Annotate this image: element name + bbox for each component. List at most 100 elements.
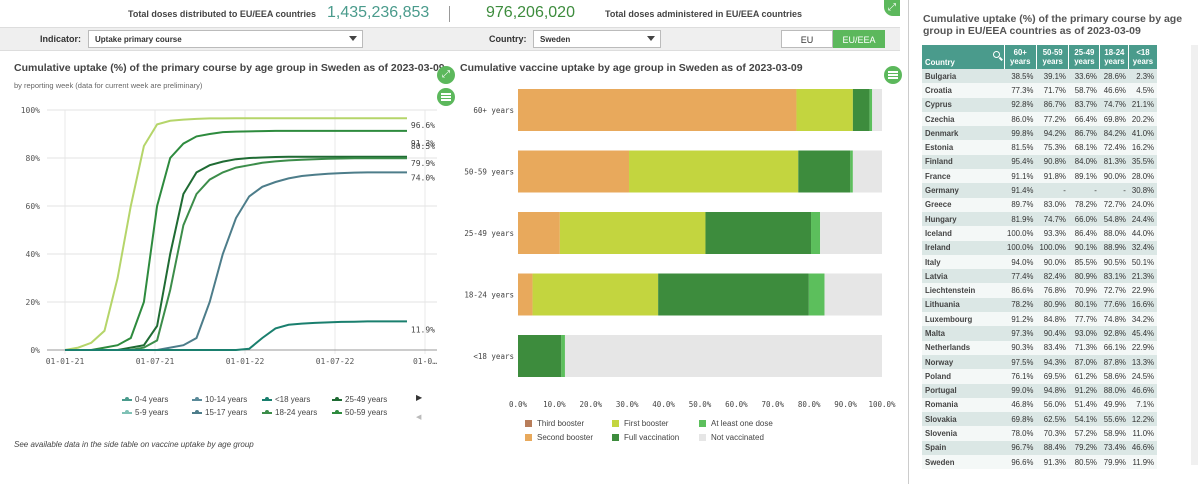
value-cell: 83.1% (1099, 269, 1129, 284)
value-cell: 22.9% (1128, 283, 1158, 298)
end-value-label: 96.6% (411, 121, 435, 130)
value-cell: 4.5% (1128, 83, 1158, 98)
bar-category-label: 18-24 years (464, 291, 514, 300)
legend-next-arrow-icon[interactable]: ▶ (416, 393, 423, 402)
table-row: Germany 91.4% - - -30.8% (922, 183, 1158, 198)
value-cell: 78.0% (1004, 426, 1037, 441)
value-cell: 78.2% (1068, 197, 1100, 212)
table-scrollbar[interactable] (1191, 45, 1198, 465)
value-cell: 71.7% (1036, 83, 1069, 98)
legend-item[interactable]: <18 years (262, 395, 310, 404)
bar-segment (564, 335, 882, 377)
legend-item[interactable]: 25-49 years (332, 395, 387, 404)
value-cell: 78.2% (1004, 297, 1037, 313)
uptake-table-title: Cumulative uptake (%) of the primary cou… (923, 13, 1183, 37)
legend-item[interactable]: Third booster (525, 419, 584, 428)
value-cell: 69.8% (1004, 412, 1037, 427)
x-tick-label: 01-0… (413, 357, 437, 366)
value-cell: 100.0% (1036, 240, 1069, 255)
country-cell: Bulgaria (922, 69, 1004, 84)
legend-item[interactable]: 50-59 years (332, 408, 387, 417)
x-tick-label: 10.0% (543, 400, 566, 409)
value-cell: 90.5% (1099, 254, 1129, 270)
search-icon[interactable] (992, 51, 1003, 61)
value-cell: 97.3% (1004, 326, 1037, 341)
country-cell: Cyprus (922, 97, 1004, 112)
value-cell: 99.8% (1004, 126, 1037, 141)
country-select[interactable]: Sweden (533, 30, 661, 48)
country-cell: Slovenia (922, 426, 1004, 441)
legend-label: At least one dose (711, 419, 773, 428)
column-header[interactable]: 25-49 years (1068, 45, 1101, 69)
resize-corner-icon[interactable]: ⤢ (884, 0, 900, 16)
value-cell: 58.9% (1099, 426, 1129, 441)
bar-category-label: <18 years (473, 352, 514, 361)
legend-item[interactable]: 10-14 years (192, 395, 247, 404)
bar-segment (796, 89, 853, 131)
value-cell: 82.4% (1036, 269, 1069, 284)
legend-prev-arrow-icon[interactable]: ◀ (416, 414, 422, 421)
value-cell: 49.9% (1099, 397, 1129, 413)
legend-item[interactable]: Second booster (525, 433, 593, 442)
country-cell: Netherlands (922, 340, 1004, 355)
end-value-label: 11.9% (411, 325, 435, 334)
column-header[interactable]: 60+ years (1004, 45, 1037, 69)
column-header-label: years (1010, 57, 1031, 66)
value-cell: 58.6% (1099, 369, 1129, 384)
table-row: Italy 94.0% 90.0% 85.5% 90.5% 50.1% (922, 254, 1158, 270)
value-cell: 13.3% (1128, 354, 1158, 370)
country-cell: Malta (922, 326, 1004, 341)
value-cell: 51.4% (1068, 397, 1100, 413)
toggle-eu-eea[interactable]: EU/EEA (833, 30, 885, 48)
legend-item[interactable]: Not vaccinated (699, 433, 764, 442)
value-cell: 94.3% (1036, 354, 1069, 370)
value-cell: 97.5% (1004, 354, 1037, 370)
country-cell: Portugal (922, 383, 1004, 398)
value-cell: 28.6% (1099, 69, 1129, 84)
column-header-country[interactable]: Country (922, 45, 1005, 69)
indicator-label: Indicator: (40, 34, 82, 44)
value-cell: 80.9% (1036, 297, 1069, 313)
x-tick-label: 90.0% (834, 400, 857, 409)
end-value-label: 79.9% (411, 159, 435, 168)
line-chart-footnote: See available data in the side table on … (14, 440, 254, 449)
toggle-eu[interactable]: EU (781, 30, 833, 48)
table-row: Iceland 100.0% 93.3% 86.4% 88.0% 44.0% (922, 226, 1158, 241)
legend-item[interactable]: 18-24 years (262, 408, 317, 417)
column-header[interactable]: <18 years (1128, 45, 1158, 69)
value-cell: - (1068, 183, 1100, 198)
table-row: Netherlands 90.3% 83.4% 71.3% 66.1% 22.9% (922, 340, 1158, 355)
legend-swatch (525, 420, 532, 427)
expand-arrows-icon[interactable]: ⤢ (437, 66, 455, 84)
x-tick-label: 80.0% (798, 400, 821, 409)
x-tick-label: 01-07-21 (136, 357, 175, 366)
legend-item[interactable]: 15-17 years (192, 408, 247, 417)
value-cell: 77.2% (1036, 111, 1069, 127)
legend-label: 0-4 years (135, 395, 169, 404)
value-cell: 96.7% (1004, 440, 1037, 456)
legend-marker (262, 409, 272, 414)
country-cell: Poland (922, 369, 1004, 384)
column-header[interactable]: 18-24 years (1099, 45, 1130, 69)
legend-item[interactable]: At least one dose (699, 419, 773, 428)
country-cell: Estonia (922, 140, 1004, 155)
legend-item[interactable]: Full vaccination (612, 433, 679, 442)
value-cell: 39.1% (1036, 69, 1069, 84)
hamburger-menu-icon[interactable] (437, 88, 455, 106)
value-cell: 87.8% (1099, 354, 1129, 370)
country-cell: Lithuania (922, 297, 1004, 313)
country-cell: Denmark (922, 126, 1004, 141)
hamburger-menu-icon[interactable] (884, 66, 902, 84)
country-cell: Greece (922, 197, 1004, 212)
legend-item[interactable]: 0-4 years (122, 395, 168, 404)
legend-marker (122, 409, 132, 414)
indicator-select[interactable]: Uptake primary course (88, 30, 363, 48)
legend-item[interactable]: 5-9 years (122, 408, 168, 417)
value-cell: 72.4% (1099, 140, 1129, 155)
legend-item[interactable]: First booster (612, 419, 668, 428)
column-header[interactable]: 50-59 years (1036, 45, 1070, 69)
stats-divider (449, 6, 450, 22)
country-cell: Italy (922, 254, 1004, 270)
bar-segment (561, 335, 565, 377)
